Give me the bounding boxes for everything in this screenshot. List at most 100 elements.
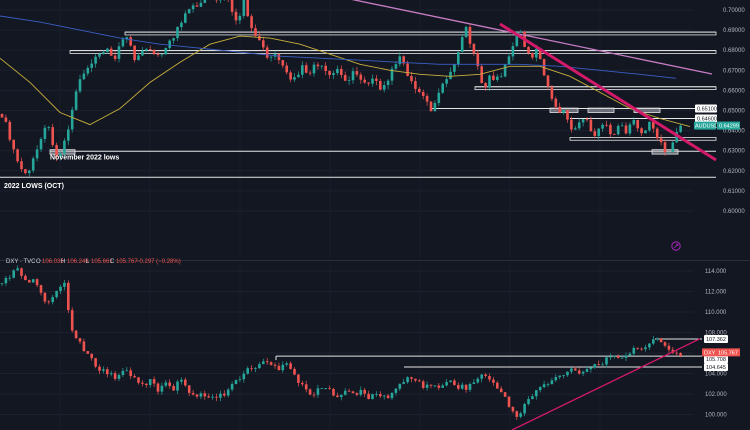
dxy-candle xyxy=(652,335,655,346)
dxy-high-label: H xyxy=(61,259,65,265)
dxy-candle xyxy=(636,347,639,350)
audusd-candle xyxy=(289,70,292,83)
dxy-candle xyxy=(16,265,19,271)
audusd-candle xyxy=(628,122,632,136)
dxy-candle xyxy=(293,367,296,376)
dxy-candle xyxy=(644,344,647,352)
audusd-candle xyxy=(113,51,117,62)
dxy-candle xyxy=(242,370,246,383)
audusd-candle xyxy=(581,119,585,127)
audusd-candle xyxy=(187,8,191,14)
audusd-candle xyxy=(176,26,179,42)
audusd-trendlines xyxy=(351,0,717,162)
audusd-candle xyxy=(47,125,51,131)
audusd-candle xyxy=(82,69,86,81)
dxy-candle xyxy=(67,280,70,314)
dxy-candle xyxy=(35,278,39,288)
audusd-candle xyxy=(297,71,300,78)
dxy-candle xyxy=(223,390,226,398)
audusd-candle xyxy=(199,0,203,8)
dxy-candle xyxy=(262,358,265,365)
dxy-y-tick: 114.000 xyxy=(705,269,727,275)
audusd-candle xyxy=(148,45,152,51)
replay-icon[interactable] xyxy=(671,241,681,251)
audusd-candle xyxy=(343,71,347,82)
dxy-candle xyxy=(515,410,519,420)
audusd-y-tick: 0.67000 xyxy=(723,68,745,74)
audusd-level-tag: 0.65100 xyxy=(695,104,717,113)
dxy-candle xyxy=(655,337,659,342)
dxy-candle xyxy=(285,361,288,367)
audusd-candle xyxy=(648,121,651,132)
audusd-candle xyxy=(667,151,671,153)
audusd-candle xyxy=(262,36,265,51)
audusd-candle xyxy=(593,128,597,138)
audusd-candle xyxy=(293,73,296,83)
dxy-candle xyxy=(215,393,218,402)
dxy-candle xyxy=(363,387,366,397)
audusd-candle xyxy=(117,42,121,63)
dxy-low: 105.661 xyxy=(91,259,113,265)
audusd-candle xyxy=(375,74,378,86)
audusd-candle xyxy=(371,74,374,87)
dxy-candle xyxy=(277,362,281,371)
dxy-candle xyxy=(301,380,304,387)
dxy-candle xyxy=(394,387,398,396)
audusd-candle xyxy=(4,114,8,123)
dxy-header: DXY · TVC O 106.035 H 106.248 L 105.661 … xyxy=(6,259,181,265)
dxy-candle xyxy=(269,361,273,366)
audusd-candle xyxy=(215,0,218,4)
dxy-candle xyxy=(304,380,308,393)
audusd-candle xyxy=(59,150,62,161)
dxy-candle xyxy=(234,379,238,385)
audusd-candle xyxy=(16,148,19,164)
audusd-candle xyxy=(265,44,269,60)
annotation-2022-lows: 2022 LOWS (OCT) xyxy=(4,183,64,190)
audusd-candle xyxy=(562,109,565,115)
audusd-candle xyxy=(312,61,316,77)
dxy-candle xyxy=(628,351,632,356)
dxy-candle xyxy=(398,383,402,392)
dxy-candle xyxy=(125,366,129,372)
dxy-candle xyxy=(148,379,152,388)
audusd-candle xyxy=(496,74,499,82)
dxy-candle xyxy=(117,373,121,382)
dxy-candle xyxy=(332,387,335,397)
audusd-y-tick: 0.63000 xyxy=(723,149,745,155)
dxy-y-tick: 108.000 xyxy=(705,331,727,337)
dxy-candle xyxy=(28,279,31,283)
dxy-level-tag: 105.708 xyxy=(704,355,728,364)
dxy-candle xyxy=(410,376,413,383)
dxy-candle xyxy=(527,396,530,406)
audusd-candle xyxy=(632,117,636,127)
audusd-candle xyxy=(492,71,495,81)
audusd-price-axis[interactable]: 0.70000 0.69000 0.68000 0.67000 0.66000 0.650… xyxy=(723,8,745,215)
dxy-candle xyxy=(324,388,327,390)
dxy-candle xyxy=(145,383,148,388)
dxy-y-tick: 100.000 xyxy=(705,413,727,419)
dxy-candle xyxy=(203,390,207,400)
dxy-level-tag: 107.362 xyxy=(704,335,728,344)
dxy-candle xyxy=(523,402,526,417)
audusd-candle xyxy=(453,63,456,76)
audusd-short-trendline xyxy=(499,22,717,162)
dxy-candle xyxy=(503,392,507,398)
dxy-candle xyxy=(445,378,448,387)
dxy-open-label: O xyxy=(36,259,41,265)
audusd-candle xyxy=(663,139,667,156)
audusd-candle xyxy=(238,13,242,24)
audusd-level-tag: 0.64600 xyxy=(695,114,717,123)
dxy-candle xyxy=(574,366,577,371)
dxy-candle xyxy=(160,382,164,396)
dxy-candle xyxy=(418,379,421,383)
dxy-candle xyxy=(597,360,600,366)
dxy-candle xyxy=(476,376,480,384)
audusd-candle xyxy=(484,82,487,91)
audusd-candle xyxy=(269,56,273,62)
dxy-candle xyxy=(624,352,628,361)
dxy-candle xyxy=(531,394,534,400)
audusd-candle xyxy=(476,50,480,70)
audusd-y-tick: 0.68000 xyxy=(723,48,745,54)
dxy-candle xyxy=(51,294,54,305)
